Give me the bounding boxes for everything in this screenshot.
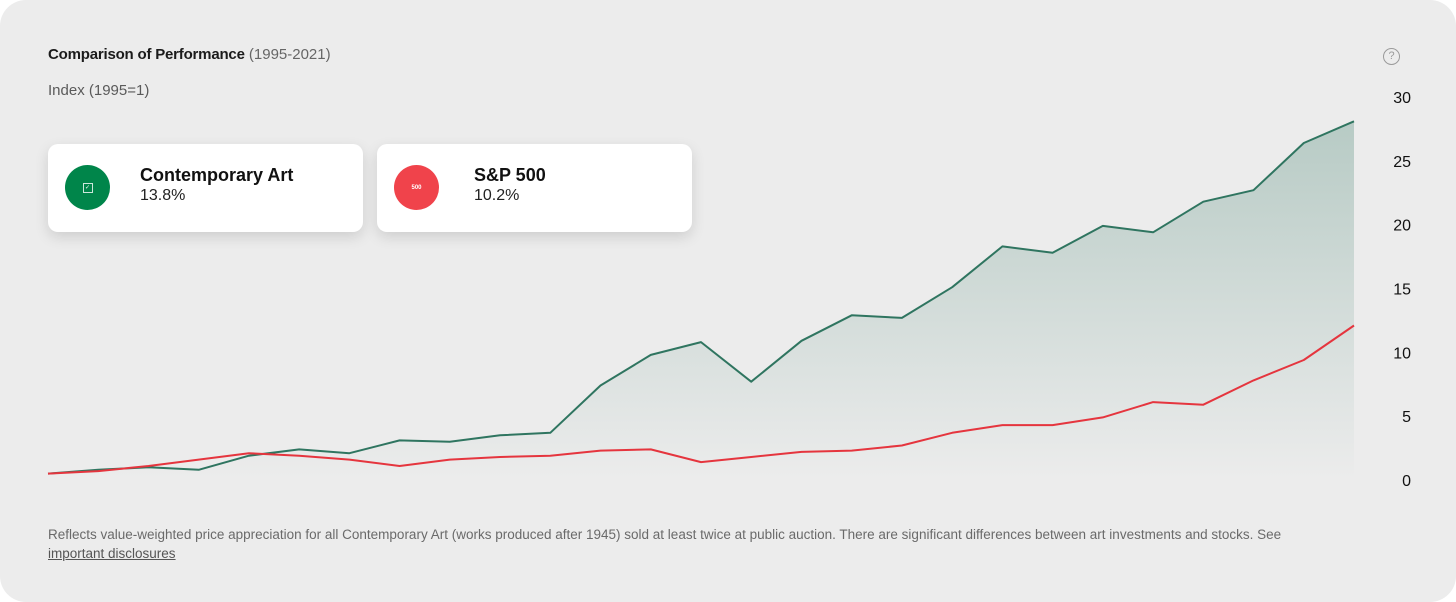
y-tick-label: 25 [1393, 154, 1411, 171]
chart-title: Comparison of Performance (1995-2021) [48, 46, 331, 63]
chart-title-range: (1995-2021) [248, 46, 331, 63]
y-tick-label: 5 [1402, 409, 1411, 426]
help-icon[interactable]: ? [1383, 48, 1400, 65]
chart-subtitle: Index (1995=1) [48, 82, 150, 99]
y-tick-label: 15 [1393, 282, 1411, 299]
legend-value: 10.2% [474, 187, 520, 204]
art-frame-icon: ✓ [65, 165, 110, 210]
legend-name: Contemporary Art [140, 165, 294, 185]
y-tick-label: 0 [1402, 473, 1411, 490]
y-tick-label: 10 [1393, 345, 1411, 362]
series-line-1 [47, 324, 1355, 475]
sp500-icon: 500 [394, 165, 439, 210]
legend-value: 13.8% [140, 187, 186, 204]
legend-card-contemporary-art[interactable]: ✓ Contemporary Art 13.8% [48, 144, 363, 232]
footnote: Reflects value-weighted price appreciati… [48, 525, 1378, 563]
legend-card-sp500[interactable]: 500 S&P 500 10.2% [377, 144, 692, 232]
legend-name: S&P 500 [474, 165, 546, 185]
series-area-0 [48, 121, 1354, 481]
chart-title-main: Comparison of Performance [48, 46, 245, 63]
y-tick-label: 30 [1393, 90, 1411, 107]
disclosures-link[interactable]: important disclosures [48, 546, 176, 561]
footnote-text: Reflects value-weighted price appreciati… [48, 527, 1282, 542]
y-tick-label: 20 [1393, 218, 1411, 235]
